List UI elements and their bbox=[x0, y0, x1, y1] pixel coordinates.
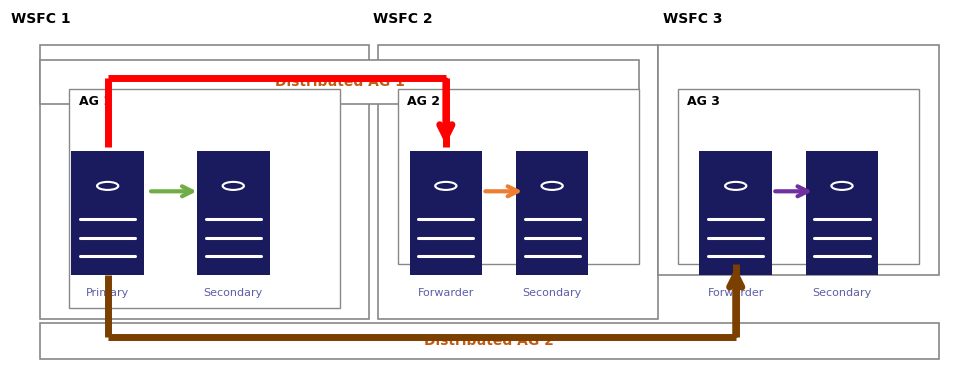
Bar bbox=[40, 45, 368, 319]
Text: WSFC 1: WSFC 1 bbox=[11, 13, 71, 26]
Bar bbox=[516, 151, 588, 275]
Text: AG 2: AG 2 bbox=[407, 95, 440, 107]
Text: WSFC 2: WSFC 2 bbox=[373, 13, 433, 26]
Bar bbox=[677, 89, 920, 264]
Text: Forwarder: Forwarder bbox=[418, 288, 474, 298]
Bar bbox=[378, 45, 658, 319]
Text: Secondary: Secondary bbox=[812, 288, 872, 298]
Bar bbox=[397, 89, 640, 264]
Text: AG 1: AG 1 bbox=[78, 95, 111, 107]
Bar bbox=[40, 323, 939, 359]
Text: AG 3: AG 3 bbox=[687, 95, 720, 107]
Bar bbox=[197, 151, 269, 275]
Text: Forwarder: Forwarder bbox=[707, 288, 764, 298]
Bar bbox=[69, 89, 339, 308]
Bar bbox=[410, 151, 483, 275]
Text: Secondary: Secondary bbox=[203, 288, 263, 298]
Text: Distributed AG 2: Distributed AG 2 bbox=[424, 334, 554, 348]
Bar bbox=[40, 60, 640, 104]
Bar bbox=[806, 151, 878, 275]
Text: Secondary: Secondary bbox=[522, 288, 581, 298]
Text: Primary: Primary bbox=[86, 288, 129, 298]
Bar bbox=[700, 151, 772, 275]
Bar bbox=[72, 151, 144, 275]
Text: WSFC 3: WSFC 3 bbox=[663, 13, 723, 26]
Bar bbox=[658, 45, 939, 275]
Text: Distributed AG 1: Distributed AG 1 bbox=[274, 75, 404, 89]
